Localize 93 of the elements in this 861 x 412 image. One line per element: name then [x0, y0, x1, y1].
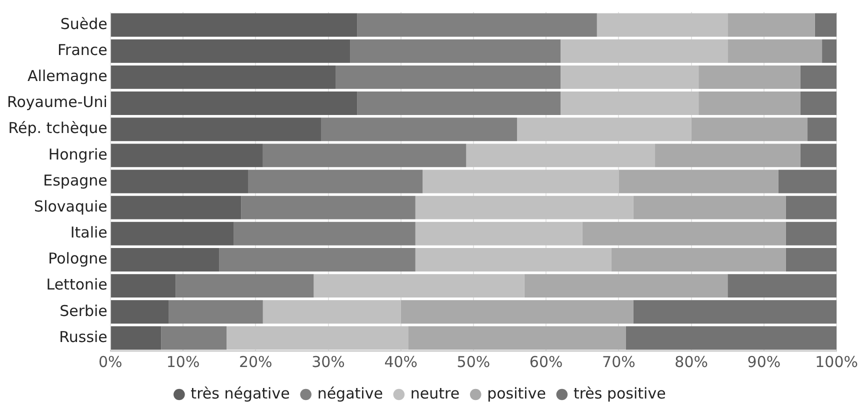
bar [314, 274, 524, 298]
bar [168, 300, 263, 324]
bar [611, 248, 786, 272]
bar [110, 92, 358, 116]
bar [808, 118, 837, 142]
bar [626, 326, 837, 350]
bar [560, 39, 728, 63]
bar [161, 326, 227, 350]
bar [262, 300, 401, 324]
bar [110, 196, 242, 220]
bar [415, 248, 612, 272]
bar [560, 92, 699, 116]
bar [110, 300, 168, 324]
bar [728, 274, 837, 298]
bar [691, 118, 808, 142]
bar [357, 13, 597, 37]
bar [814, 13, 837, 37]
bar [728, 39, 822, 63]
x-tick-label: 80% [674, 352, 708, 371]
bar [110, 248, 220, 272]
bar [800, 65, 837, 89]
bar [466, 144, 656, 168]
bar [517, 118, 692, 142]
bar [262, 144, 466, 168]
y-tick-label: Suède [60, 14, 108, 33]
bar [786, 196, 837, 220]
bar [234, 222, 416, 246]
legend-label: positive [487, 384, 546, 402]
y-tick-label: Serbie [60, 302, 108, 320]
y-tick-label: France [58, 41, 108, 60]
x-tick-label: 90% [747, 352, 781, 371]
bar [110, 274, 176, 298]
bar [350, 39, 561, 63]
bar [320, 118, 518, 142]
legend-label: très négative [190, 384, 290, 402]
y-tick-label: Rép. tchèque [8, 119, 108, 138]
legend-label: neutre [410, 384, 460, 402]
x-tick-label: 70% [602, 352, 636, 371]
bar [110, 170, 248, 194]
bar [336, 65, 561, 89]
x-tick-label: 20% [238, 352, 272, 371]
y-tick-label: Espagne [43, 171, 108, 190]
x-tick-label: 30% [312, 352, 345, 371]
x-tick-label: 40% [384, 352, 418, 371]
y-tick-label: Pologne [48, 250, 108, 268]
bar [110, 13, 358, 37]
bar [786, 248, 837, 272]
bar [110, 222, 234, 246]
bar [248, 170, 423, 194]
bar [778, 170, 837, 194]
bar [110, 326, 162, 350]
bar [822, 39, 837, 63]
bar [110, 65, 336, 89]
legend-label: très positive [573, 384, 666, 402]
bar [408, 326, 626, 350]
bar [110, 39, 350, 63]
bar [415, 222, 582, 246]
bar [655, 144, 800, 168]
y-tick-label: Royaume-Uni [6, 93, 108, 112]
y-tick-label: Lettonie [46, 276, 108, 294]
y-tick-label: Russie [59, 328, 108, 346]
bar [176, 274, 314, 298]
bar [524, 274, 728, 298]
bar [698, 65, 800, 89]
x-tick-label: 100% [815, 352, 858, 371]
bar [219, 248, 416, 272]
bar [728, 13, 815, 37]
bar [560, 65, 699, 89]
bar [618, 170, 778, 194]
legend-label: négative [317, 384, 383, 402]
bar [633, 300, 837, 324]
bar [633, 196, 786, 220]
bar [698, 92, 800, 116]
bar [357, 92, 561, 116]
bar [422, 170, 619, 194]
y-tick-label: Italie [70, 224, 108, 242]
bar [400, 300, 634, 324]
x-tick-label: 50% [456, 352, 490, 371]
y-tick-label: Allemagne [28, 67, 108, 86]
bar [800, 144, 837, 168]
bar [582, 222, 786, 246]
bar [241, 196, 416, 220]
bar [110, 144, 263, 168]
x-tick-label: 0% [98, 352, 122, 371]
x-tick-label: 60% [529, 352, 563, 371]
y-tick-label: Hongrie [48, 145, 108, 164]
y-tick-label: Slovaquie [34, 197, 108, 216]
bar [800, 92, 837, 116]
x-tick-label: 10% [166, 352, 200, 371]
bar [415, 196, 634, 220]
bar [786, 222, 837, 246]
bar [596, 13, 728, 37]
bar [110, 118, 321, 142]
